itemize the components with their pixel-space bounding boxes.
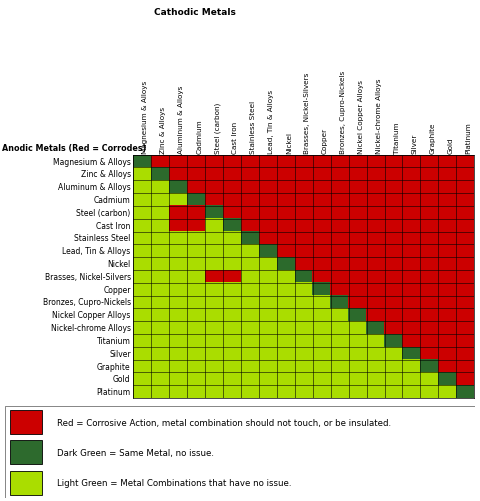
Text: Cathodic Metals: Cathodic Metals	[154, 8, 236, 17]
Text: Light Green = Metal Combinations that have no issue.: Light Green = Metal Combinations that ha…	[57, 478, 291, 487]
Text: Red = Corrosive Action, metal combination should not touch, or be insulated.: Red = Corrosive Action, metal combinatio…	[57, 418, 391, 427]
FancyBboxPatch shape	[10, 440, 42, 464]
FancyBboxPatch shape	[10, 471, 42, 495]
Text: Dark Green = Same Metal, no issue.: Dark Green = Same Metal, no issue.	[57, 448, 214, 456]
FancyBboxPatch shape	[10, 410, 42, 434]
Text: Anodic Metals (Red = Corrodes): Anodic Metals (Red = Corrodes)	[2, 144, 147, 153]
